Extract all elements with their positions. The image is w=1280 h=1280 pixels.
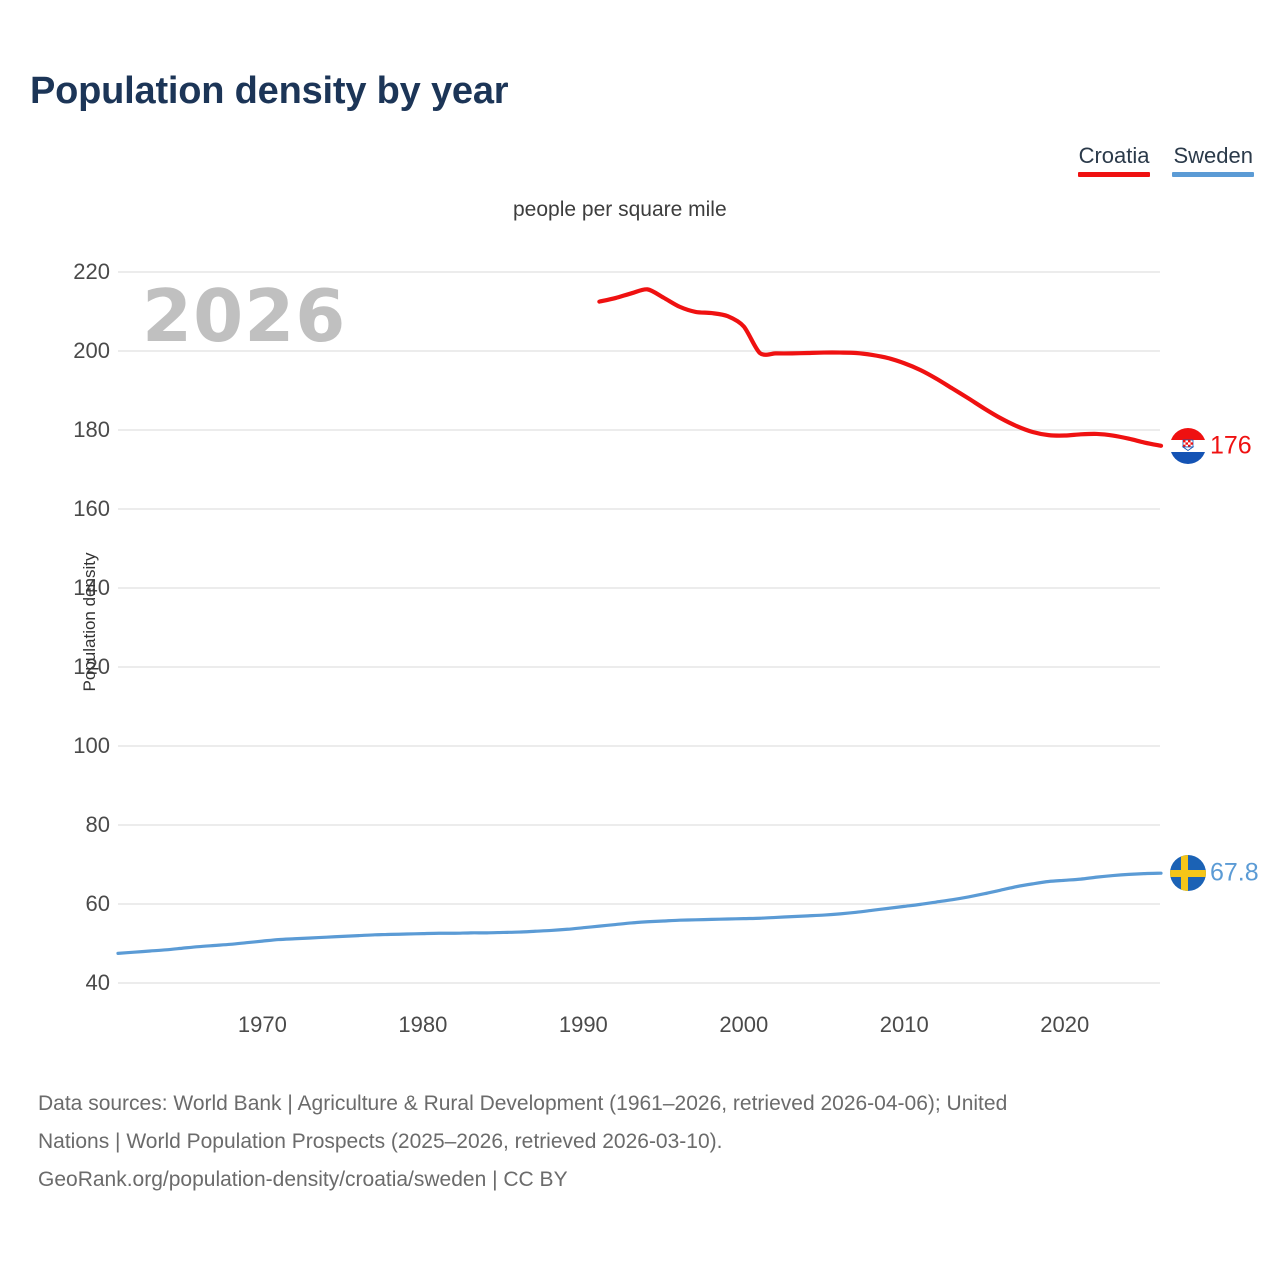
legend-label-sweden: Sweden (1173, 143, 1253, 168)
footer: Data sources: World Bank | Agriculture &… (38, 1085, 1253, 1199)
series-lines (116, 287, 1164, 955)
series-line-sweden (116, 871, 1163, 955)
croatia-flag-icon (1170, 427, 1206, 464)
sweden-flag-icon (1170, 855, 1206, 892)
legend-rule-croatia (1077, 172, 1151, 177)
page-title: Population density by year (30, 70, 509, 112)
legend: Croatia Sweden (1077, 143, 1254, 177)
footer-line-2: Nations | World Population Prospects (20… (38, 1130, 723, 1153)
series-line-croatia (597, 287, 1164, 448)
legend-item-sweden[interactable]: Sweden (1172, 143, 1254, 177)
y-axis-ticks: 40 60 80 100 120 140 160 180 200 220 (30, 0, 110, 1280)
x-tick-label: 2020 (1040, 1012, 1090, 1037)
x-tick-label: 2000 (719, 1012, 769, 1037)
y-tick-label: 40 (85, 970, 110, 995)
y-tick-label: 160 (73, 496, 110, 521)
croatia-flag-svg (1170, 427, 1206, 464)
x-tick-label: 1970 (237, 1012, 287, 1037)
x-tick-label: 1980 (398, 1012, 448, 1037)
y-tick-label: 100 (73, 733, 110, 758)
sweden-flag-svg (1170, 855, 1206, 892)
y-axis-label: Population density (80, 552, 99, 692)
y-tick-label: 140 (73, 575, 110, 600)
legend-rule-sweden (1172, 172, 1254, 177)
x-tick-label: 1990 (558, 1012, 608, 1037)
y-tick-label: 180 (73, 417, 110, 442)
y-tick-label: 220 (73, 259, 110, 284)
legend-item-croatia[interactable]: Croatia (1077, 143, 1151, 177)
chart-subtitle: people per square mile (513, 198, 727, 221)
year-watermark: 2026 (142, 274, 347, 358)
footer-line-3[interactable]: GeoRank.org/population-density/croatia/s… (38, 1168, 568, 1191)
x-tick-label: 2010 (879, 1012, 929, 1037)
sweden-end-value: 67.8 (1210, 858, 1259, 887)
gridlines (118, 271, 1160, 984)
croatia-end-value: 176 (1210, 431, 1252, 460)
legend-label-croatia: Croatia (1078, 143, 1150, 168)
y-tick-label: 200 (73, 338, 110, 363)
y-tick-label: 120 (73, 654, 110, 679)
y-tick-label: 80 (85, 812, 110, 837)
y-tick-label: 60 (85, 891, 110, 916)
footer-line-1: Data sources: World Bank | Agriculture &… (38, 1092, 1008, 1115)
